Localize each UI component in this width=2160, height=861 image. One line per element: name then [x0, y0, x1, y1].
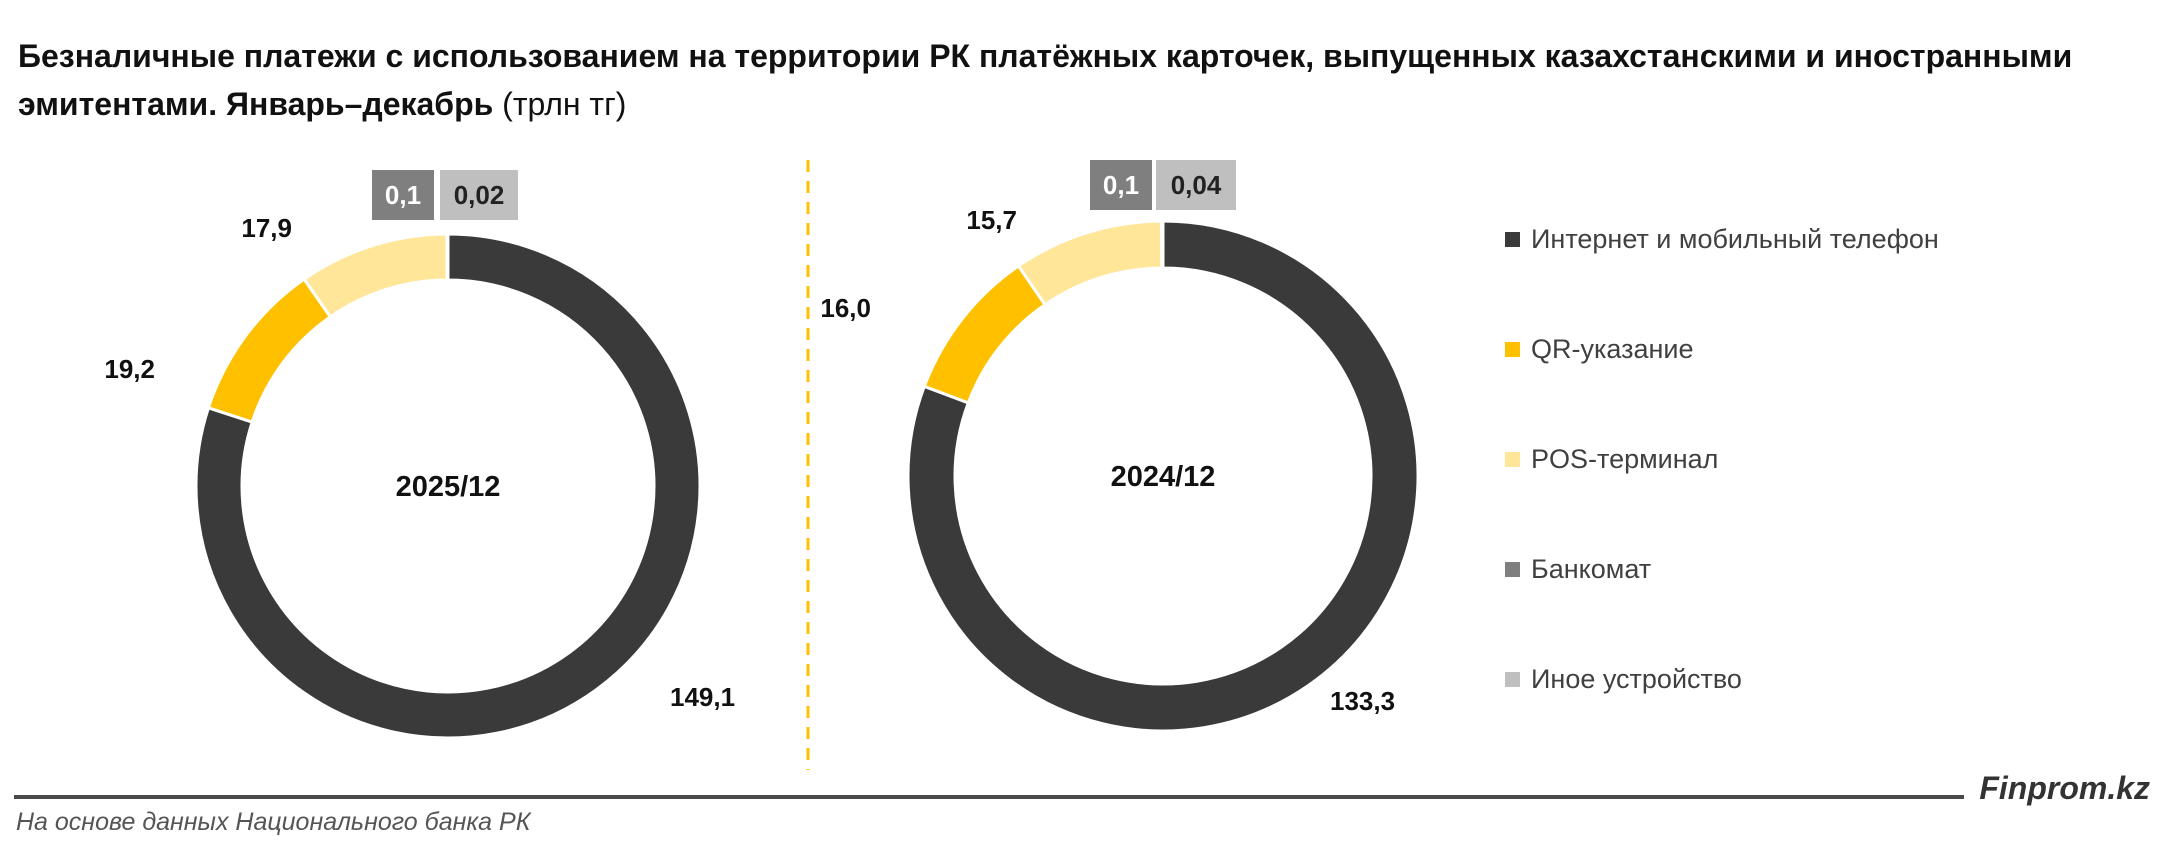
data-label: 0,02 — [454, 180, 505, 210]
donut-slice — [1016, 219, 1164, 307]
footer-divider — [14, 795, 1964, 799]
data-label: 0,1 — [1103, 170, 1139, 200]
data-label: 149,1 — [670, 682, 735, 712]
legend-label: QR-указание — [1531, 334, 1694, 364]
donut-slice — [906, 219, 1420, 733]
data-label-box — [1090, 160, 1152, 210]
legend-swatch — [1505, 342, 1520, 357]
data-label: 0,04 — [1171, 170, 1222, 200]
brand-logo: Finprom.kz — [1979, 770, 2150, 806]
donut-slice — [194, 232, 702, 740]
legend-label: Банкомат — [1531, 554, 1652, 584]
data-label: 0,1 — [385, 180, 421, 210]
legend-label: Интернет и мобильный телефон — [1531, 224, 1939, 254]
chart-title-text: Безналичные платежи с использованием на … — [18, 38, 2073, 122]
chart-title: Безналичные платежи с использованием на … — [18, 32, 2098, 128]
donut-slice — [206, 277, 333, 424]
source-note: На основе данных Национального банка РК — [16, 808, 531, 836]
donut-slice — [302, 232, 449, 319]
donut-center-label: 2025/12 — [396, 471, 501, 503]
chart-title-unit: (трлн тг) — [502, 86, 627, 122]
legend-label: Иное устройство — [1531, 664, 1742, 694]
data-label: 19,2 — [104, 354, 155, 384]
donut-center-label: 2024/12 — [1111, 461, 1216, 493]
data-label: 133,3 — [1330, 686, 1395, 716]
data-label: 15,7 — [966, 205, 1017, 235]
data-label-box — [372, 170, 434, 220]
data-label: 17,9 — [241, 213, 292, 243]
legend-swatch — [1505, 672, 1520, 687]
data-label-box — [440, 170, 518, 220]
legend-label: POS-терминал — [1531, 444, 1719, 474]
legend-swatch — [1505, 452, 1520, 467]
legend-swatch — [1505, 562, 1520, 577]
data-label-box — [1156, 160, 1236, 210]
data-label: 16,0 — [820, 293, 871, 323]
donut-slice — [922, 263, 1048, 405]
legend-swatch — [1505, 232, 1520, 247]
